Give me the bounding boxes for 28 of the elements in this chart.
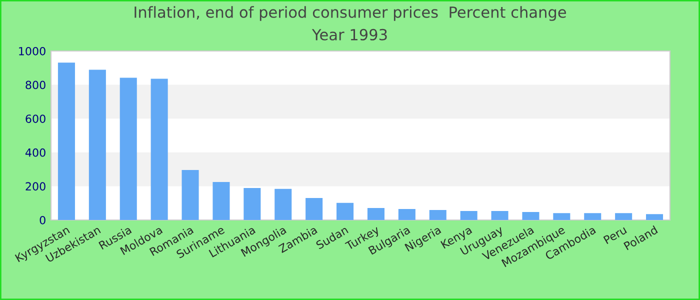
y-tick-label: 400 — [25, 148, 46, 157]
chart-subtitle: Year 1993 — [312, 28, 387, 40]
bar — [120, 78, 137, 220]
bar — [58, 62, 75, 220]
chart-title: Inflation, end of period consumer prices Percent change — [134, 6, 566, 21]
y-tick-label: 0 — [40, 216, 46, 224]
bar — [336, 202, 354, 220]
bar — [429, 210, 446, 220]
bar — [491, 211, 508, 220]
bar — [212, 182, 230, 220]
y-tick-label: 1000 — [19, 46, 46, 56]
bar — [398, 209, 416, 220]
y-tick-label: 200 — [26, 182, 46, 191]
bar — [244, 188, 261, 220]
bar — [150, 78, 168, 220]
bar — [88, 70, 106, 220]
bar — [460, 211, 478, 220]
bar — [367, 208, 384, 220]
bar — [306, 198, 323, 220]
bar — [522, 212, 540, 220]
y-tick-label: 600 — [26, 114, 46, 123]
bar — [615, 213, 632, 220]
bar — [553, 213, 570, 220]
bar — [182, 170, 199, 220]
bar — [646, 214, 664, 220]
bar — [584, 213, 602, 220]
y-tick-label: 800 — [26, 80, 46, 90]
bar — [274, 188, 292, 220]
